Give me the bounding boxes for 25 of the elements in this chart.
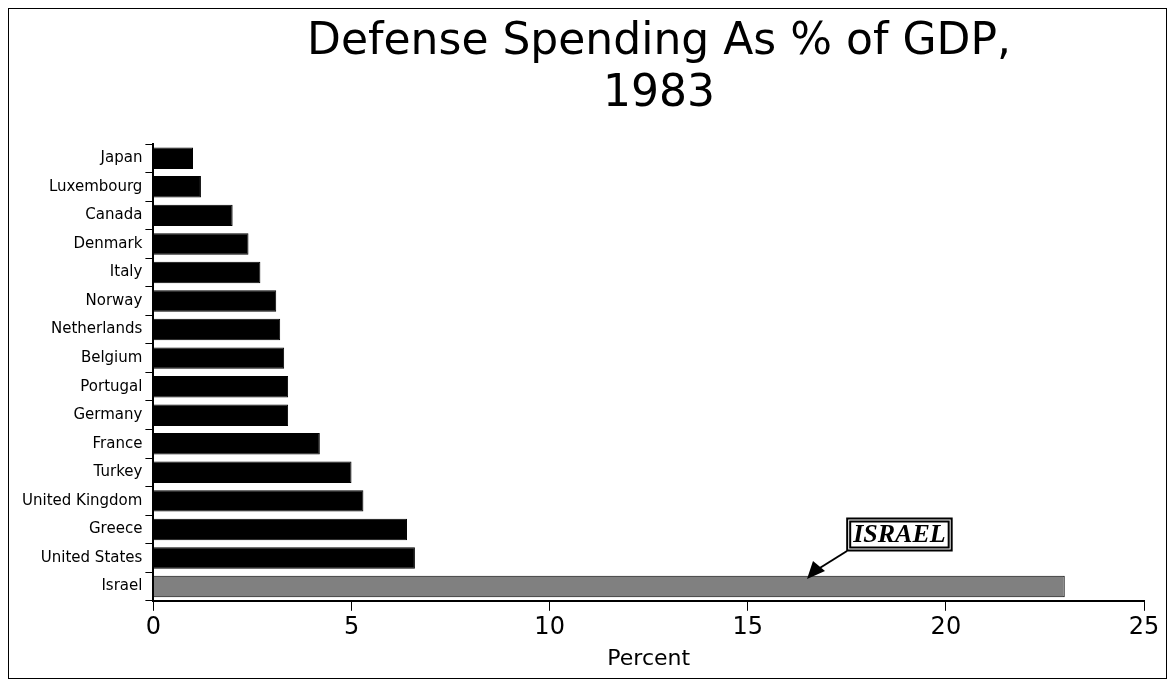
y-tick-label: Belgium [80,348,143,367]
x-tick-label: 25 [1128,612,1160,641]
y-tick-label: Turkey [92,462,143,481]
y-tick-label: Denmark [73,233,143,252]
y-tick-label: Portugal [80,376,143,395]
y-tick-label: Canada [85,205,143,224]
x-tick-label: 10 [534,612,565,641]
x-axis-title: Percent [607,644,691,670]
y-tick-label: Italy [109,262,143,281]
y-tick-label: Japan [99,148,143,167]
x-tick-label: 20 [930,612,962,641]
x-tick-label: 15 [732,612,764,641]
x-tick-label: 5 [343,612,360,641]
y-tick-label: United Kingdom [21,490,143,509]
y-tick-label: Israel [101,576,143,595]
y-tick-label: Netherlands [50,319,143,338]
y-tick-label: Greece [88,519,143,538]
y-tick-label: France [92,433,143,452]
y-tick-label: Norway [85,290,143,309]
y-tick-label: Luxembourg [48,176,143,195]
y-tick-label: United States [40,547,143,566]
annotation: ISRAEL [852,519,946,549]
y-tick-label: Germany [73,405,143,424]
x-tick-label: 0 [145,612,162,641]
chart-title: Defense Spending As % of GDP, 1983 [306,13,1012,117]
